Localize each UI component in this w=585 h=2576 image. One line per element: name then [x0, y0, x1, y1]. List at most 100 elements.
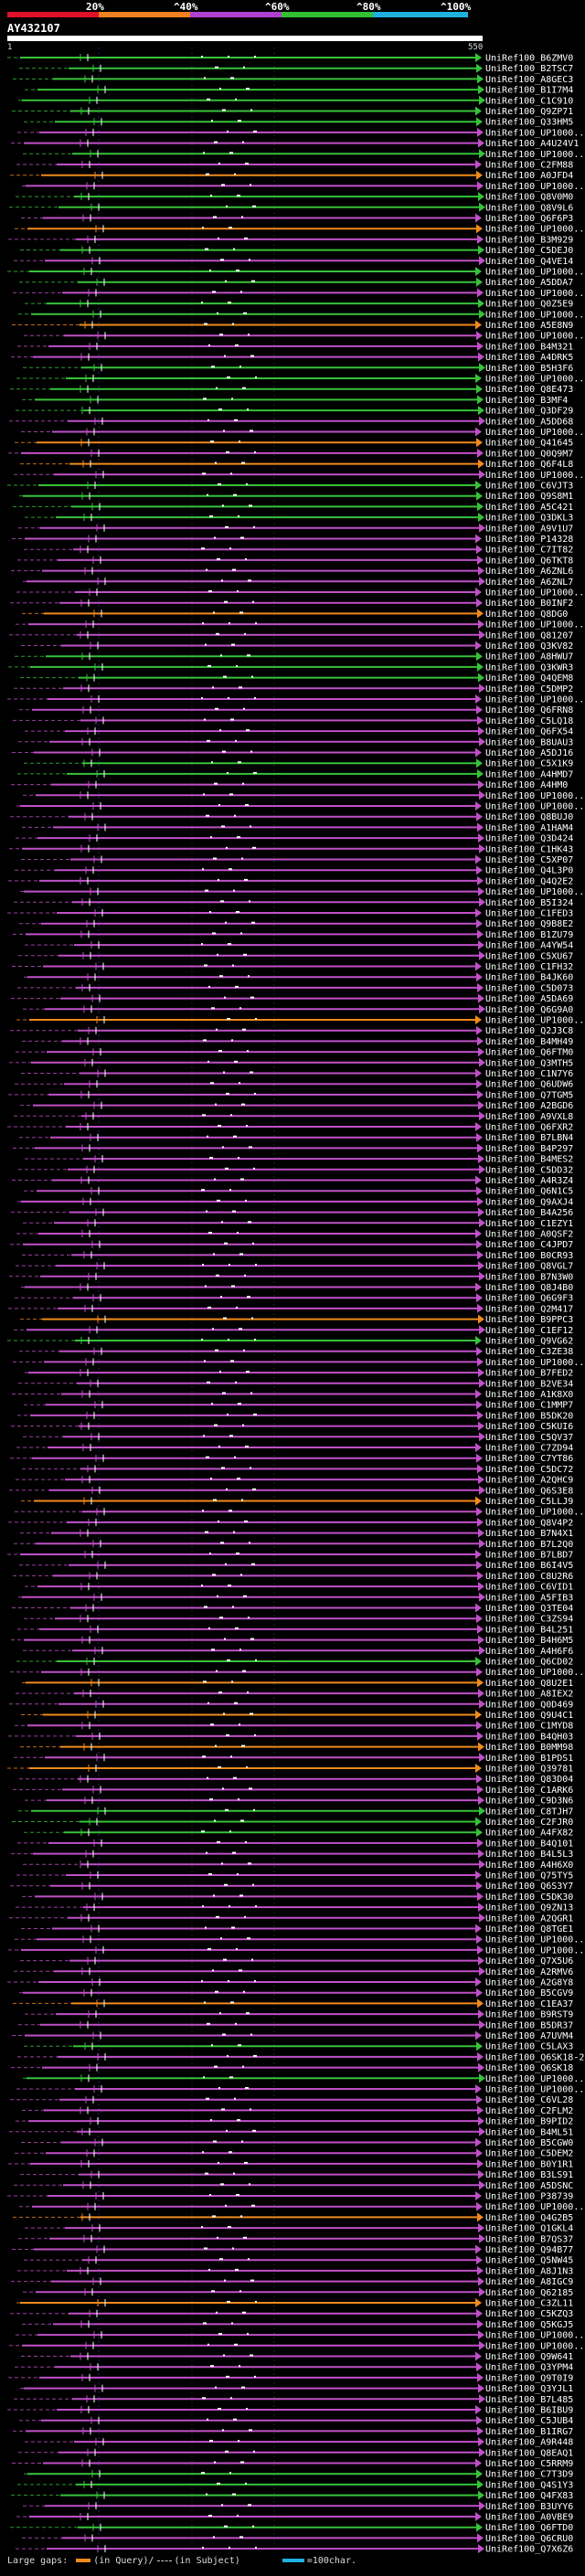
hit-label: UniRef100_B3MF4 — [485, 396, 568, 406]
hit-dot — [243, 1349, 245, 1352]
hit-dot — [244, 2311, 246, 2314]
hit-row: UniRef100_B7L2Q0 — [14, 1539, 573, 1550]
hit-label: UniRef100_Q75TY5 — [485, 1871, 573, 1882]
hit-dot — [252, 996, 254, 999]
hit-label: UniRef100_A4HMD7 — [485, 769, 573, 779]
hit-dot — [240, 1328, 242, 1330]
hit-row: UniRef100_UP1000... — [16, 374, 585, 385]
hit-dot — [217, 2236, 218, 2239]
hit-arrow — [478, 620, 484, 630]
hit-dot — [207, 664, 209, 667]
hit-row: UniRef100_B4MES2 — [25, 1154, 573, 1165]
hit-dot — [214, 1178, 216, 1181]
hit-row: UniRef100_UP1000... — [22, 181, 585, 192]
hit-arrow — [475, 1710, 482, 1720]
hit-dot — [231, 1926, 233, 1929]
hit-dot — [214, 141, 216, 143]
hit-arrow — [479, 1271, 485, 1281]
hit-label: UniRef100_UP1000... — [485, 695, 585, 705]
hit-dot — [218, 878, 219, 881]
hit-row: UniRef100_Q6SK18-2 — [17, 2051, 584, 2062]
hit-dot — [225, 1808, 227, 1811]
hit-dot — [250, 1712, 251, 1715]
hit-dot — [238, 515, 239, 518]
hit-dot — [202, 2151, 204, 2154]
hit-label: UniRef100_UP1000... — [485, 2202, 585, 2212]
hit-arrow — [477, 822, 484, 832]
hit-dot — [255, 1413, 257, 1415]
hit-dot — [206, 568, 207, 571]
hit-dot — [255, 1018, 257, 1020]
hit-label: UniRef100_UP1000... — [485, 332, 585, 342]
hit-dot — [219, 2408, 221, 2410]
hit-dot — [239, 761, 241, 764]
hit-dot — [244, 632, 246, 635]
hit-dot — [250, 1071, 251, 1074]
hit-row: UniRef100_Q4FX83 — [11, 2490, 573, 2501]
hit-dot — [233, 493, 235, 496]
hit-arrow — [477, 1785, 484, 1795]
hit-label: UniRef100_B7N3W0 — [485, 1272, 573, 1282]
hit-dot — [224, 109, 226, 111]
hit-row: UniRef100_UP1000... — [24, 331, 585, 342]
hit-row: UniRef100_Q0Q9M7 — [8, 448, 573, 459]
hit-dot — [242, 1819, 244, 1822]
hit-dot — [201, 547, 203, 550]
hit-dot — [204, 2247, 206, 2250]
hit-dot — [208, 344, 210, 346]
hit-dot — [243, 1744, 245, 1747]
hit-label: UniRef100_C5DEM2 — [485, 2149, 573, 2159]
hit-row: UniRef100_UP1000... — [21, 427, 585, 438]
hit-dot — [248, 579, 250, 582]
hit-arrow — [479, 363, 485, 373]
hit-label: UniRef100_C5D073 — [485, 983, 573, 993]
hit-label: UniRef100_B0CR93 — [485, 1251, 573, 1261]
hit-dot — [226, 1883, 228, 1886]
hit-row: UniRef100_UP1000... — [15, 224, 585, 235]
hit-row: UniRef100_C8U2R6 — [13, 1571, 573, 1582]
hit-dot — [239, 1082, 240, 1085]
hit-arrow — [476, 1935, 483, 1945]
hit-dot — [221, 1617, 223, 1619]
hit-arrow — [478, 993, 484, 1003]
hit-dot — [249, 2183, 250, 2186]
hit-arrow — [476, 2522, 483, 2532]
hit-row: UniRef100_A5DD68 — [9, 416, 573, 427]
hit-dot — [245, 1199, 247, 1202]
hit-row: UniRef100_C1FH32 — [12, 961, 573, 972]
hit-dot — [215, 2140, 217, 2143]
hit-dot — [232, 1360, 234, 1362]
hit-dot — [220, 408, 222, 411]
hit-dot — [205, 1680, 207, 1683]
hit-label: UniRef100_C5RRM9 — [485, 2459, 573, 2469]
hit-dot — [218, 2408, 219, 2410]
hit-dot — [229, 1905, 230, 1908]
hit-dot — [201, 1189, 203, 1192]
hit-label: UniRef100_A8IEX2 — [485, 1690, 573, 1700]
hit-row: UniRef100_C7ZD94 — [16, 1443, 573, 1454]
hit-row: UniRef100_UP1000... — [13, 288, 585, 299]
hit-row: UniRef100_A0VBE9 — [16, 2512, 573, 2523]
hit-label: UniRef100_Q8J4B0 — [485, 1283, 573, 1293]
hit-dot — [220, 1542, 222, 1544]
hit-row: UniRef100_UP1000... — [16, 588, 585, 599]
hit-dot — [250, 355, 252, 357]
hit-dot — [211, 1007, 213, 1010]
hit-arrow — [478, 1368, 484, 1378]
hit-dot — [216, 1424, 218, 1426]
hit-dot — [224, 996, 226, 999]
hit-label: UniRef100_C1EF12 — [485, 1326, 573, 1336]
hit-dot — [213, 2536, 215, 2539]
hit-row: UniRef100_UP1000... — [10, 1667, 585, 1678]
hit-dot — [253, 525, 255, 528]
hit-dot — [248, 88, 250, 90]
hit-dot — [241, 1894, 243, 1897]
hit-dot — [233, 1776, 235, 1779]
hit-dot — [207, 1060, 209, 1063]
hit-label: UniRef100_C1MYD8 — [485, 1722, 573, 1732]
hit-arrow — [476, 1400, 483, 1410]
hit-arrow — [475, 160, 482, 169]
hit-dot — [239, 2365, 240, 2368]
hit-dot — [244, 237, 246, 239]
hit-arrow — [475, 2298, 482, 2307]
